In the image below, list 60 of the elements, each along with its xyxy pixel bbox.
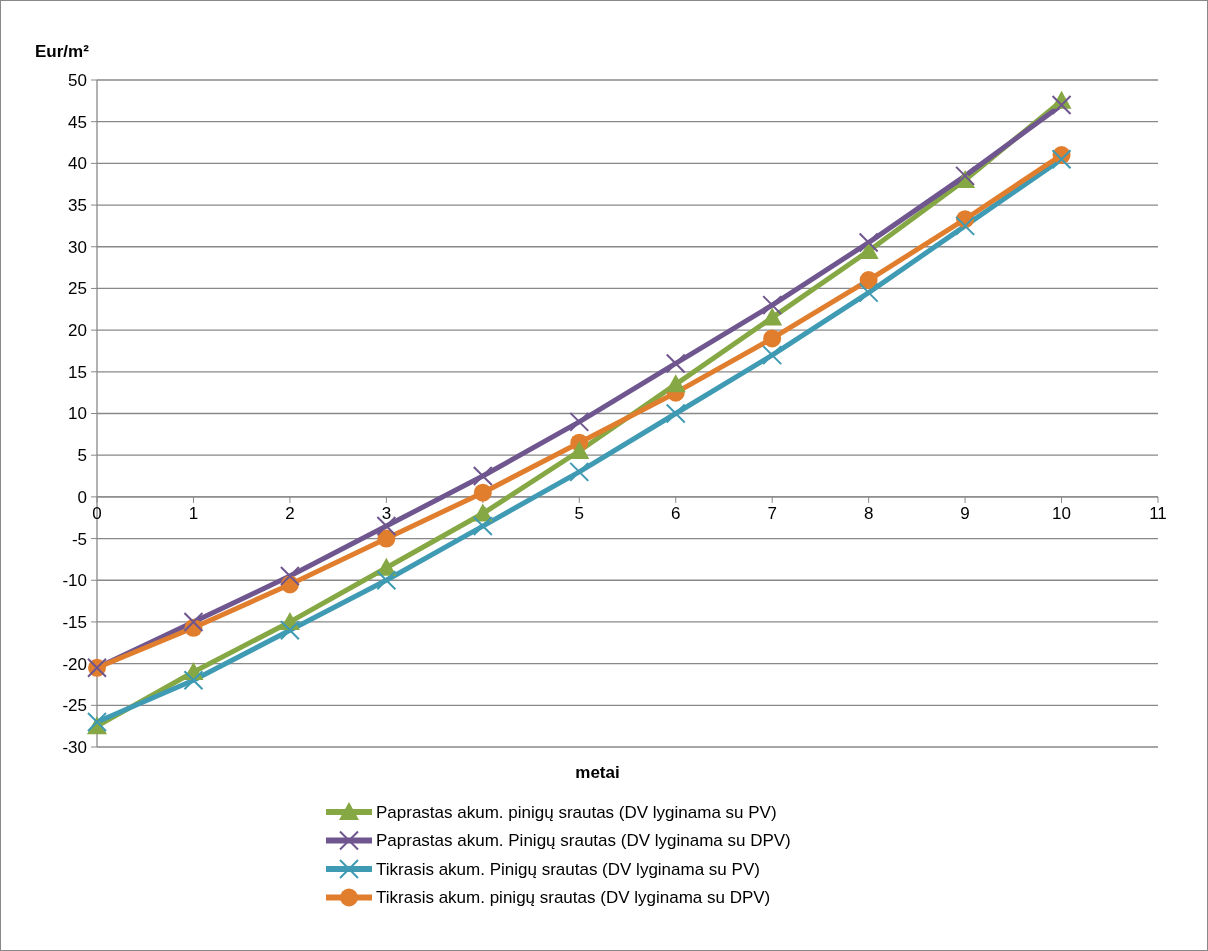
- point: [569, 461, 590, 482]
- y-tick-label: 10: [68, 404, 87, 424]
- point: [762, 295, 783, 316]
- y-tick-label: -25: [62, 696, 87, 716]
- point: [665, 353, 686, 374]
- y-tick-label: 5: [77, 446, 87, 466]
- point: [955, 215, 976, 236]
- point: [1051, 95, 1072, 116]
- y-tick-label: 20: [68, 321, 87, 341]
- point: [858, 282, 879, 303]
- y-tick-label: 35: [68, 196, 87, 216]
- x-tick-label: 9: [960, 503, 970, 523]
- x-axis-title: metai: [575, 763, 620, 782]
- point: [665, 374, 686, 393]
- point: [472, 516, 493, 537]
- x-tick-label: 8: [863, 503, 874, 523]
- y-tick-label: 25: [68, 279, 87, 299]
- y-tick-label: 50: [68, 70, 87, 90]
- point: [279, 566, 300, 587]
- y-tick-label: -30: [62, 737, 87, 757]
- point: [376, 570, 397, 591]
- y-tick-label: 30: [68, 237, 87, 257]
- x-tick-label: 5: [574, 503, 585, 523]
- point: [377, 529, 396, 548]
- legend-label: Tikrasis akum. pinigų srautas (DV lyginama su DPV): [376, 888, 771, 908]
- x-tick-label: 0: [92, 503, 102, 523]
- y-tick-label: -15: [62, 612, 87, 632]
- y-tick-label: -20: [62, 654, 87, 674]
- point: [569, 411, 590, 432]
- point: [1051, 149, 1072, 170]
- x-tick-label: 11: [1149, 503, 1167, 523]
- legend-label: Paprastas akum. Pinigų srautas (DV lyginama su DPV): [376, 831, 791, 851]
- x-tick-label: 7: [767, 503, 777, 523]
- legend-label: Paprastas akum. pinigų srautas (DV lyginama su PV): [376, 802, 777, 822]
- point: [858, 232, 879, 253]
- point: [279, 620, 300, 641]
- x-tick-label: 3: [381, 503, 392, 523]
- point: [762, 345, 783, 366]
- point: [763, 329, 782, 348]
- point: [762, 307, 783, 326]
- point: [183, 670, 204, 691]
- y-tick-label: -5: [71, 529, 87, 549]
- y-tick-label: 0: [77, 487, 87, 507]
- x-tick-label: 1: [188, 503, 199, 523]
- y-tick-label: 15: [68, 362, 87, 382]
- y-axis-title: Eur/m²: [35, 42, 90, 61]
- point: [87, 711, 107, 732]
- point: [472, 466, 493, 487]
- point: [955, 165, 976, 186]
- point: [183, 611, 204, 632]
- x-tick-label: 10: [1052, 503, 1072, 523]
- legend-label: Tikrasis akum. Pinigų srautas (DV lyginama su PV): [376, 859, 760, 879]
- x-tick-label: 2: [285, 503, 295, 523]
- point: [473, 483, 492, 502]
- y-tick-label: -10: [62, 571, 87, 591]
- y-tick-label: 40: [68, 154, 87, 174]
- point: [859, 271, 878, 290]
- point: [569, 441, 590, 460]
- y-tick-label: 45: [68, 112, 87, 132]
- x-tick-label: 6: [670, 503, 681, 523]
